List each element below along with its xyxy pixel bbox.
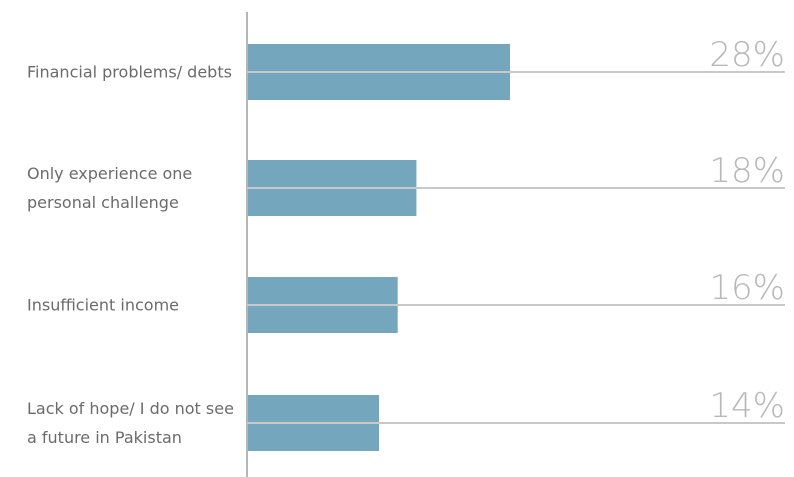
value-label: 16% [709,268,785,308]
category-label: Financial problems/ debts [27,62,232,82]
category-label: Insufficient income [27,295,179,315]
category-label: Only experience one personal challenge [27,164,193,212]
value-label: 14% [709,386,785,426]
value-label: 18% [709,151,785,191]
value-label: 28% [709,35,785,75]
category-label: Lack of hope/ I do not see a future in P… [27,399,234,447]
